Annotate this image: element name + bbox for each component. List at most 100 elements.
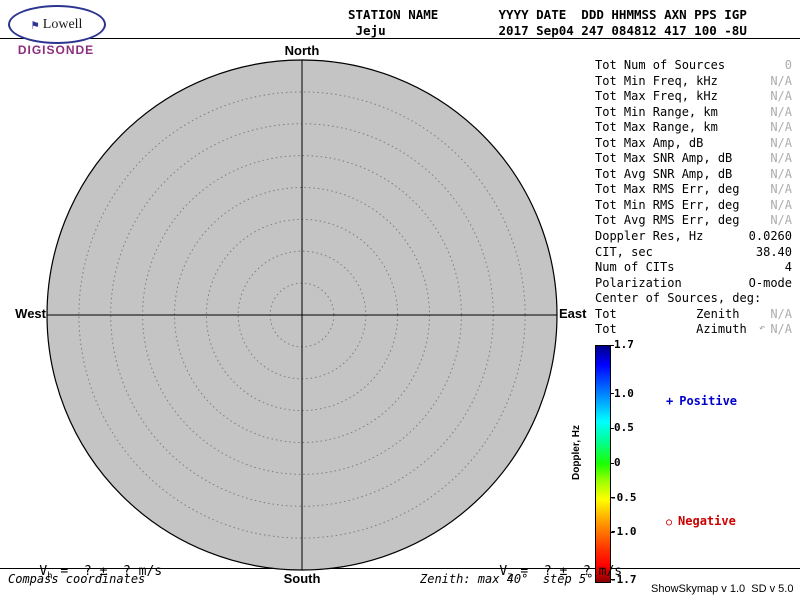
stat-value: N/A [770, 182, 792, 197]
vh-readout: Vh = ? ± ? m/s [8, 549, 162, 597]
stat-label: Num of CITs [595, 260, 675, 275]
stat-value: 0 [784, 58, 792, 72]
stat-row-min-range: Tot Min Range, km N/A [595, 105, 792, 121]
version-text: ShowSkymap v 1.0 SD v 5.0 [651, 583, 794, 595]
stat-label: Tot Max Freq, kHz [595, 89, 718, 104]
colorbar-tick-label: 0.5 [614, 421, 634, 434]
stat-row-center-header: Center of Sources, deg: [595, 291, 792, 307]
stat-row-center-azimuth: Tot Azimuth ↶ N/A [595, 322, 792, 338]
stat-row-min-freq: Tot Min Freq, kHz N/A [595, 74, 792, 90]
colorbar-tick [610, 532, 614, 533]
azimuth-rotation-icon: ↶ [758, 323, 765, 335]
stat-row-max-range: Tot Max Range, km N/A [595, 120, 792, 136]
logo-name-text: Lowell [42, 16, 83, 32]
colorbar-tick [610, 497, 614, 498]
stat-row-center-zenith: Tot Zenith N/A [595, 307, 792, 323]
colorbar-tick [610, 345, 614, 346]
legend-positive: + Positive [666, 394, 737, 408]
stat-row-max-amp: Tot Max Amp, dB N/A [595, 136, 792, 152]
stat-label: Tot Avg SNR Amp, dB [595, 166, 733, 181]
stat-row-cit: CIT, sec 38.40 [595, 245, 792, 261]
stat-label: Tot Min Range, km [595, 104, 718, 119]
colorbar-tick-label: -1.7 [610, 573, 637, 586]
negative-marker-icon: ○ [666, 517, 673, 528]
colorbar-tick-label: 1.7 [614, 338, 634, 351]
header-labels-row: STATION NAME YYYY DATE DDD HHMMSS AXN PP… [348, 7, 747, 22]
doppler-colorbar [595, 345, 611, 583]
colorbar-tick [610, 428, 614, 429]
stat-label: Tot Min Freq, kHz [595, 73, 718, 88]
stat-value: N/A [770, 322, 792, 337]
vz-subscript: z [507, 571, 513, 582]
south-label: South [283, 571, 321, 586]
compass-coordinates-note: Compass coordinates [8, 572, 146, 586]
statistics-panel: Tot Num of Sources 0 Tot Min Freq, kHz N/A… [595, 58, 792, 338]
stat-label: Tot Avg RMS Err, deg [595, 213, 740, 228]
colorbar-tick-label: -1.0 [610, 525, 637, 538]
colorbar-tick-label: 1.0 [614, 387, 634, 400]
logo-product-text: DIGISONDE [17, 43, 95, 57]
stat-value: N/A [770, 89, 792, 104]
colorbar-title: Doppler, Hz [571, 425, 582, 481]
negative-label: Negative [678, 514, 736, 528]
stat-row-min-rms: Tot Min RMS Err, deg N/A [595, 198, 792, 214]
stat-label: Tot Zenith [595, 306, 740, 321]
vz-symbol: V [499, 564, 508, 579]
stat-row-max-rms: Tot Max RMS Err, deg N/A [595, 182, 792, 198]
stat-label: Center of Sources, deg: [595, 291, 762, 306]
header-values-row: Jeju 2017 Sep04 247 084812 417 100 -8U [348, 23, 747, 38]
stat-label: Polarization [595, 275, 682, 290]
stat-value: N/A [770, 151, 792, 166]
vh-subscript: h [47, 571, 53, 582]
stat-label: Tot Max Amp, dB [595, 135, 704, 150]
colorbar-tick [610, 579, 614, 580]
vz-readout: Vz = ? ± ? m/s [468, 549, 622, 597]
stat-label: Tot Max Range, km [595, 120, 718, 135]
stat-label: Doppler Res, Hz [595, 229, 704, 244]
stat-row-num-cits: Num of CITs 4 [595, 260, 792, 276]
stat-row-num-sources: Tot Num of Sources 0 [595, 58, 792, 74]
north-label: North [284, 43, 320, 58]
zenith-range-note: Zenith: max 40° step 5° [420, 572, 594, 586]
stat-value: N/A [770, 135, 792, 150]
stat-row-max-snr: Tot Max SNR Amp, dB N/A [595, 151, 792, 167]
legend-negative: ○ Negative [666, 514, 736, 528]
colorbar-tick [610, 463, 614, 464]
colorbar-tick [610, 393, 614, 394]
vz-value: = ? ± ? m/s [512, 564, 623, 579]
stat-label: Tot Min RMS Err, deg [595, 197, 740, 212]
stat-value: N/A [770, 120, 792, 135]
stat-row-avg-snr: Tot Avg SNR Amp, dB N/A [595, 167, 792, 183]
stat-value: 0.0260 [748, 229, 792, 244]
lowell-logo: ⚑ Lowell [8, 5, 106, 44]
stat-label: Tot Max SNR Amp, dB [595, 151, 733, 166]
positive-marker-icon: + [666, 394, 674, 408]
stat-label: Tot Num of Sources [595, 58, 726, 72]
stat-label: Tot Azimuth [595, 322, 747, 337]
stat-row-max-freq: Tot Max Freq, kHz N/A [595, 89, 792, 105]
stat-value: 4 [784, 260, 792, 275]
flag-icon: ⚑ [31, 17, 39, 32]
stat-value: N/A [770, 104, 792, 119]
stat-row-polarization: Polarization O-mode [595, 276, 792, 292]
colorbar-tick-label: 0 [614, 456, 621, 469]
stat-label: Tot Max RMS Err, deg [595, 182, 740, 197]
stat-value: N/A [770, 166, 792, 181]
vh-value: = ? ± ? m/s [52, 564, 163, 579]
stat-value: N/A [770, 213, 792, 228]
stat-label: CIT, sec [595, 244, 653, 259]
stat-row-doppler-res: Doppler Res, Hz 0.0260 [595, 229, 792, 245]
stat-value: 38.40 [755, 244, 792, 259]
stat-value: O-mode [748, 275, 792, 290]
stat-value: N/A [770, 197, 792, 212]
vh-symbol: V [39, 564, 48, 579]
stat-value: N/A [770, 306, 792, 321]
west-label: West [15, 306, 46, 321]
stat-row-avg-rms: Tot Avg RMS Err, deg N/A [595, 213, 792, 229]
positive-label: Positive [679, 394, 738, 408]
colorbar-tick-label: -0.5 [610, 491, 637, 504]
stat-value: N/A [770, 73, 792, 88]
east-label: East [559, 306, 587, 321]
